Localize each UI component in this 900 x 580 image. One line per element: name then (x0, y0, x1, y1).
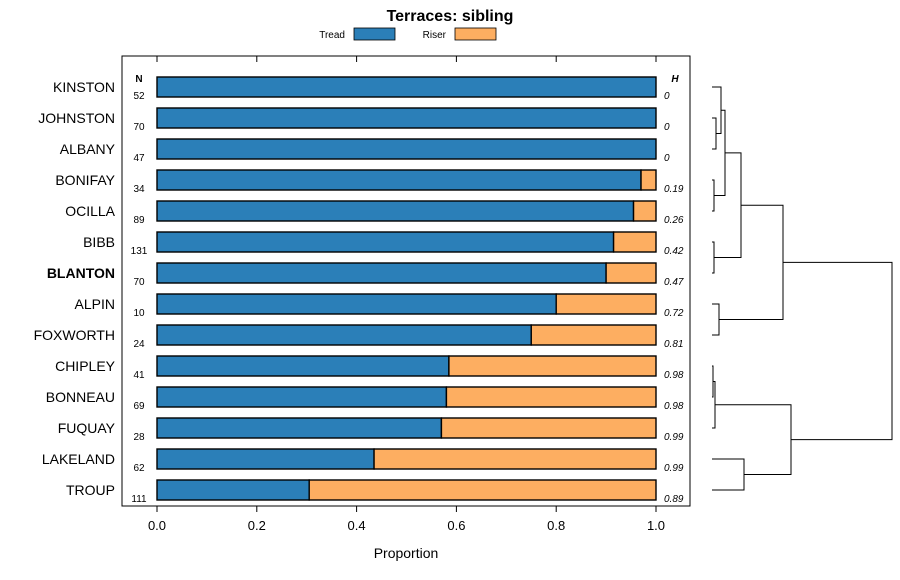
bar-tread-blanton (156, 262, 607, 284)
h-value-bonifay: 0.19 (664, 184, 684, 195)
bar-tread-bonneau (156, 386, 448, 408)
bar-riser-alpin (555, 293, 657, 315)
n-column-header: N (135, 74, 142, 85)
x-tick-label: 0.2 (248, 518, 266, 533)
legend-swatch-riser (454, 27, 497, 41)
bar-tread-troup (156, 479, 310, 501)
h-value-albany: 0 (664, 153, 670, 164)
category-label-troup: TROUP (66, 482, 115, 498)
dendrogram-branch (712, 117, 717, 150)
h-value-chipley: 0.98 (664, 370, 684, 381)
dendrogram-branch (714, 152, 742, 258)
n-value-chipley: 41 (133, 370, 145, 381)
n-value-alpin: 10 (133, 308, 145, 319)
category-label-bonifay: BONIFAY (55, 172, 115, 188)
h-value-troup: 0.89 (664, 494, 684, 505)
bar-riser-lakeland (373, 448, 657, 470)
dendrogram-branch (712, 303, 720, 336)
h-value-blanton: 0.47 (664, 277, 684, 288)
h-value-lakeland: 0.99 (664, 463, 684, 474)
category-label-alpin: ALPIN (75, 296, 115, 312)
category-label-lakeland: LAKELAND (42, 451, 115, 467)
x-tick-label: 0.8 (547, 518, 565, 533)
dendrogram-branch (712, 365, 714, 398)
n-value-bonneau: 69 (133, 401, 145, 412)
category-label-kinston: KINSTON (53, 79, 115, 95)
n-value-fuquay: 28 (133, 432, 145, 443)
n-value-blanton: 70 (133, 277, 145, 288)
h-value-fuquay: 0.99 (664, 432, 684, 443)
h-value-johnston: 0 (664, 122, 670, 133)
legend-label-riser: Riser (423, 30, 447, 41)
category-label-blanton: BLANTON (47, 265, 115, 281)
x-axis: 0.0 0.2 0.4 0.6 0.8 1.0 (148, 56, 665, 533)
h-value-ocilla: 0.26 (664, 215, 684, 226)
h-value-kinston: 0 (664, 91, 670, 102)
n-value-troup: 111 (131, 494, 147, 505)
x-tick-label: 0.0 (148, 518, 166, 533)
n-value-bonifay: 34 (133, 184, 145, 195)
x-axis-title: Proportion (374, 545, 439, 561)
bar-riser-foxworth (530, 324, 657, 346)
bar-riser-bonneau (445, 386, 657, 408)
h-value-alpin: 0.72 (664, 308, 684, 319)
bars-group (156, 76, 657, 501)
dendrogram-branch (715, 404, 792, 475)
category-label-bibb: BIBB (83, 234, 115, 250)
n-value-ocilla: 89 (133, 215, 145, 226)
bar-riser-ocilla (632, 200, 657, 222)
category-label-foxworth: FOXWORTH (34, 327, 115, 343)
bar-riser-bonifay (640, 169, 657, 191)
bar-tread-alpin (156, 293, 557, 315)
dendrogram (712, 86, 893, 491)
dendrogram-branch (719, 204, 784, 320)
bar-tread-albany (156, 138, 657, 160)
category-label-albany: ALBANY (60, 141, 116, 157)
bar-riser-chipley (448, 355, 657, 377)
h-value-bibb: 0.42 (664, 246, 684, 257)
x-tick-label: 1.0 (647, 518, 665, 533)
dendrogram-branch (712, 179, 715, 212)
bar-tread-fuquay (156, 417, 443, 439)
dendrogram-branch (712, 458, 745, 491)
bar-tread-kinston (156, 76, 657, 98)
dendrogram-branch (712, 241, 715, 274)
legend-label-tread: Tread (319, 30, 345, 41)
h-value-foxworth: 0.81 (664, 339, 683, 350)
bar-tread-bonifay (156, 169, 642, 191)
bar-tread-chipley (156, 355, 450, 377)
bar-riser-fuquay (440, 417, 657, 439)
category-label-bonneau: BONNEAU (46, 389, 115, 405)
x-tick-label: 0.4 (348, 518, 366, 533)
h-column-header: H (671, 74, 679, 85)
category-label-chipley: CHIPLEY (55, 358, 116, 374)
category-label-ocilla: OCILLA (65, 203, 115, 219)
n-value-foxworth: 24 (133, 339, 145, 350)
n-value-lakeland: 62 (133, 463, 145, 474)
n-value-johnston: 70 (133, 122, 145, 133)
category-label-johnston: JOHNSTON (38, 110, 115, 126)
bar-riser-bibb (612, 231, 657, 253)
bar-tread-foxworth (156, 324, 532, 346)
x-tick-label: 0.6 (447, 518, 465, 533)
legend-swatch-tread (353, 27, 396, 41)
bar-tread-bibb (156, 231, 615, 253)
dendrogram-branch (783, 261, 893, 441)
chart-title: Terraces: sibling (387, 8, 514, 25)
category-labels: KINSTON 52 0 JOHNSTON 70 0 ALBANY 47 0 BONIFAY 34 0… (34, 79, 684, 505)
legend: Tread Riser (319, 27, 497, 41)
plot-frame (121, 55, 691, 507)
n-value-bibb: 131 (131, 246, 148, 257)
n-value-kinston: 52 (133, 91, 145, 102)
bar-riser-blanton (605, 262, 657, 284)
h-value-bonneau: 0.98 (664, 401, 684, 412)
category-label-fuquay: FUQUAY (58, 420, 116, 436)
bar-tread-lakeland (156, 448, 375, 470)
n-value-albany: 47 (133, 153, 145, 164)
bar-riser-troup (308, 479, 657, 501)
bar-tread-johnston (156, 107, 657, 129)
bar-tread-ocilla (156, 200, 635, 222)
